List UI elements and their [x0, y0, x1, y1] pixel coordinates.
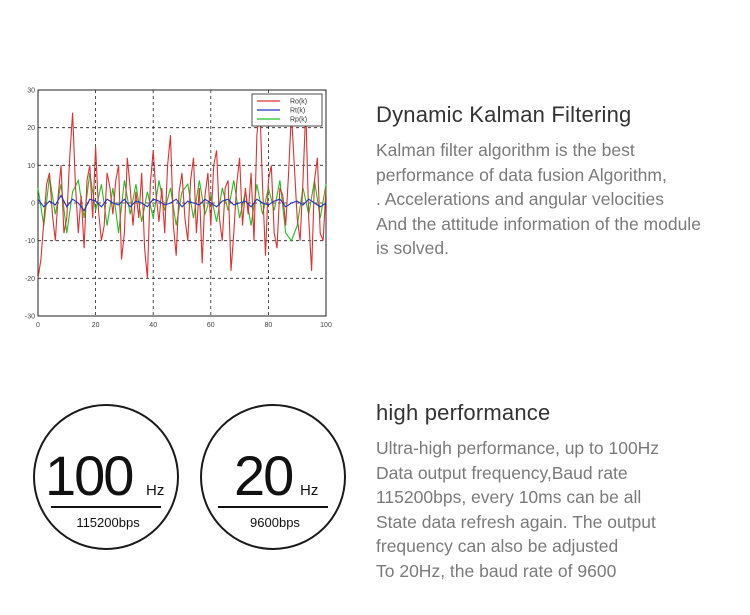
x-tick-label: 100 [320, 322, 332, 329]
y-tick-label: -20 [25, 276, 35, 283]
badge-baud-rate: 115200bps [76, 515, 140, 530]
section-2-title: high performance [376, 400, 551, 425]
x-tick-label: 0 [36, 322, 40, 329]
x-tick-label: 40 [149, 322, 157, 329]
y-tick-label: 30 [27, 88, 35, 95]
section-1-line: is solved. [376, 238, 449, 258]
x-tick-label: 60 [207, 322, 215, 329]
section-2-line: Data output frequency,Baud rate [376, 462, 628, 483]
badge-unit: Hz [146, 482, 165, 499]
series-line-rok [37, 105, 327, 279]
legend-entry: Rt(k) [290, 108, 305, 115]
x-tick-label: 20 [92, 322, 100, 329]
badge-divider [218, 506, 328, 508]
y-tick-label: -30 [25, 314, 35, 321]
section-1-title: Dynamic Kalman Filtering [376, 102, 632, 127]
section-2-line: frequency can also be adjusted [376, 536, 619, 556]
kalman-chart: 0 20 40 60 80 100 30 20 10 0 -10 -20 -30 Ro(k) Rt(k) Rp… [20, 82, 340, 332]
badge-20hz: 20 Hz 9600bps [200, 404, 346, 550]
kalman-chart-svg: 0 20 40 60 80 1003020100-10-20-30Ro(k)Rt(k)Rp… [25, 88, 332, 330]
section-2-line: Ultra-high performance, up to 100Hz [376, 438, 660, 458]
section-2-line: To 20Hz, the baud rate of 9600 [376, 560, 617, 581]
badge-divider [51, 506, 161, 508]
x-tick-label: 80 [265, 322, 273, 329]
badge-value: 100 [45, 444, 134, 507]
series-line-rtk [37, 194, 327, 212]
badge-value: 20 [234, 444, 294, 507]
y-tick-label: 0 [31, 201, 35, 208]
y-tick-label: 10 [27, 163, 35, 170]
y-tick-label: 20 [27, 125, 35, 132]
section-1-line: And the attitude information of the modu… [376, 213, 701, 234]
badge-unit: Hz [300, 482, 319, 499]
legend-entry: Rp(k) [290, 117, 307, 124]
section-2-line: 115200bps, every 10ms can be all [376, 487, 642, 507]
section-1-body: Kalman filter algorithm is the best perf… [376, 138, 701, 261]
legend-entry: Ro(k) [290, 99, 307, 106]
section-1-line: Kalman filter algorithm is the best [376, 140, 635, 160]
section-2-line: State data refresh again. The output [376, 511, 656, 532]
section-2-body: Ultra-high performance, up to 100Hz Data… [376, 436, 659, 583]
section-1-line: . Accelerations and angular velocities [376, 189, 664, 209]
section-1-line: performance of data fusion Algorithm, [376, 164, 667, 185]
y-tick-label: -10 [25, 238, 35, 245]
badge-baud-rate: 9600bps [250, 515, 300, 530]
badge-100hz: 100 Hz 115200bps [33, 404, 179, 550]
